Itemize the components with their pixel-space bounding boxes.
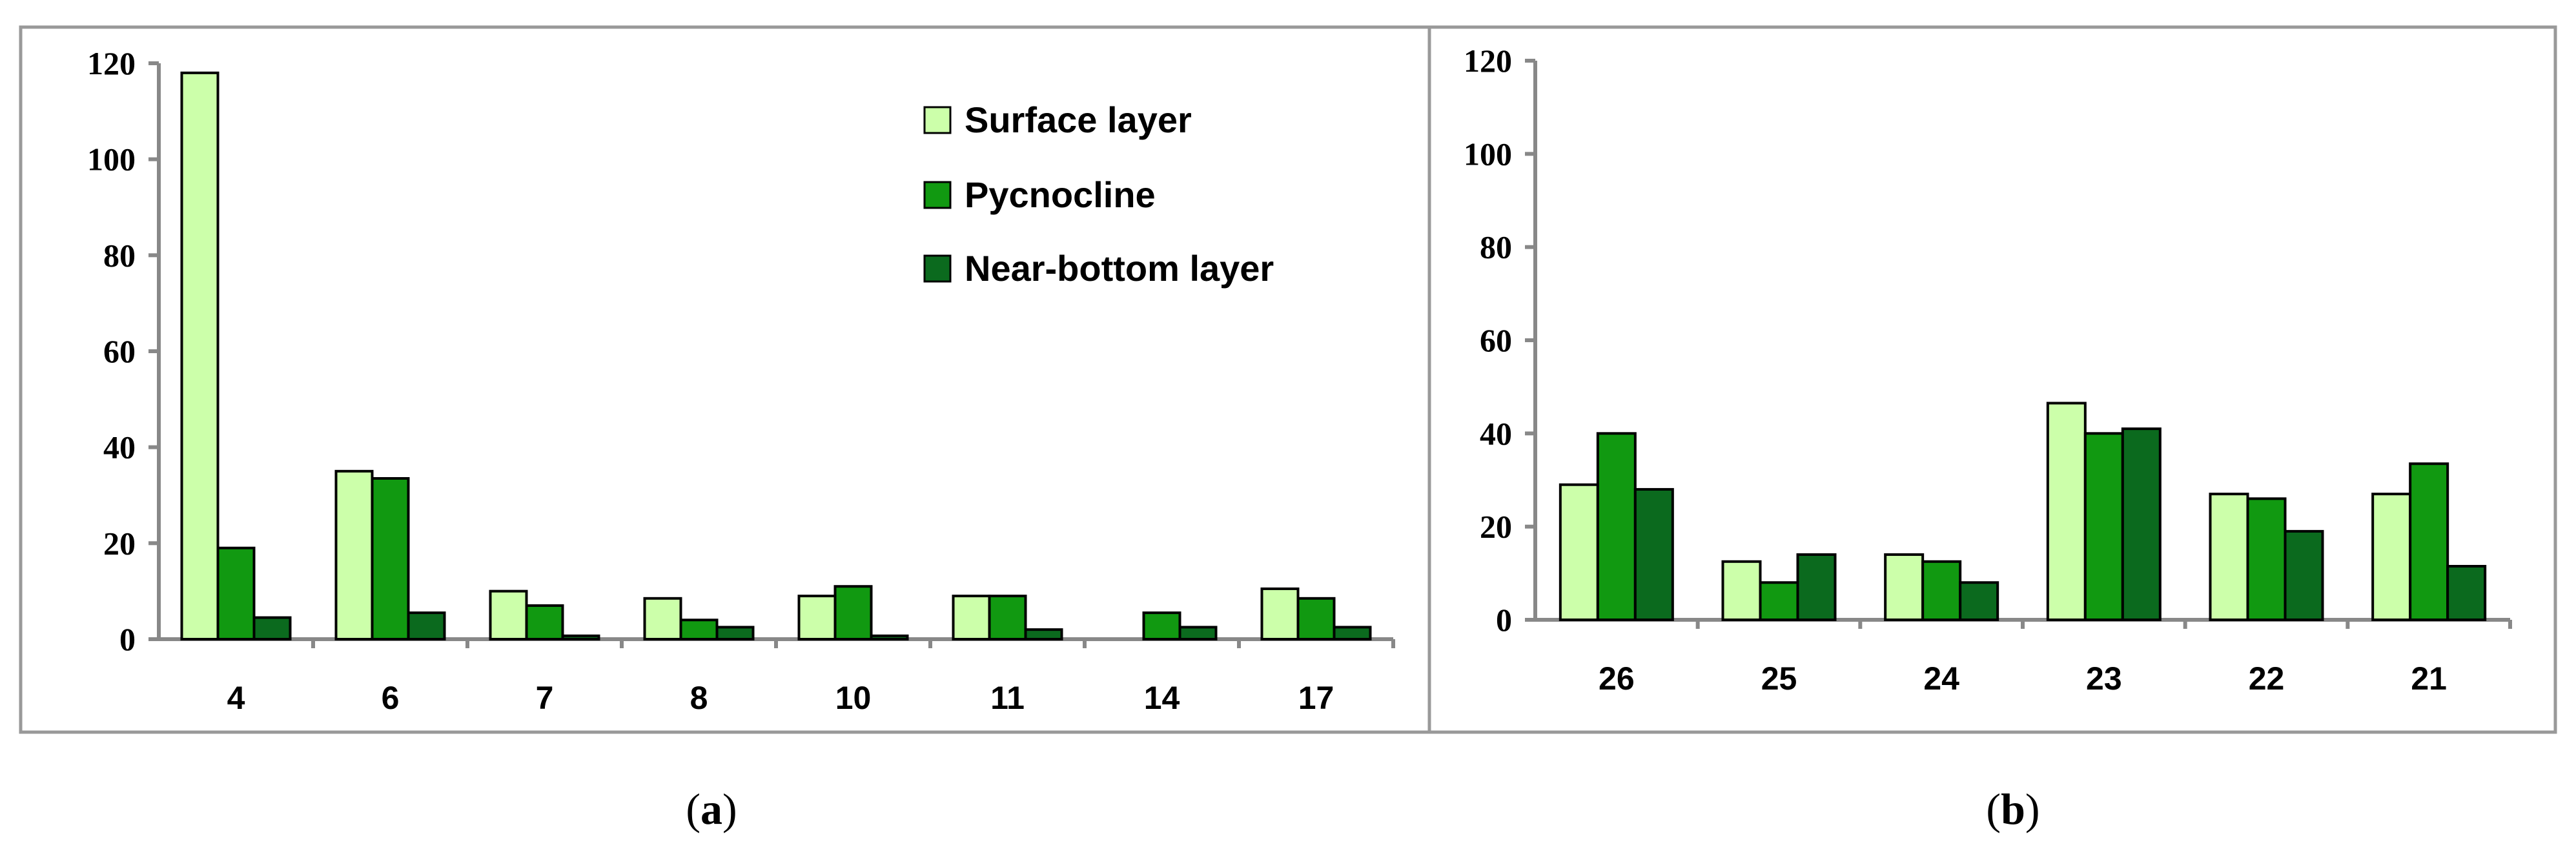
x-tick-label: 22	[2249, 660, 2285, 697]
bar-pycnocline-8	[679, 619, 719, 640]
y-tick-label: 40	[1480, 415, 1512, 451]
bar-pycnocline-11	[988, 595, 1027, 640]
legend-label-near-bottom: Near-bottom layer	[965, 248, 1274, 289]
x-tick-label: 11	[990, 680, 1025, 716]
bar-pycnocline-24	[1921, 560, 1962, 622]
y-tick-label: 100	[87, 141, 136, 178]
bar-surface-7	[489, 589, 528, 641]
bar-surface-25	[1721, 560, 1762, 622]
bar-pycnocline-14	[1142, 611, 1181, 640]
bar-surface-17	[1260, 587, 1300, 641]
y-tick-label: 60	[1480, 322, 1512, 358]
bar-pycnocline-22	[2246, 497, 2287, 621]
legend-label-surface: Surface layer	[965, 99, 1192, 140]
x-tick-label: 24	[1923, 660, 1959, 697]
x-tick-label: 8	[690, 680, 708, 716]
bar-near-bottom-10	[870, 634, 909, 641]
bar-pycnocline-25	[1759, 581, 1799, 621]
bar-near-bottom-7	[561, 634, 600, 641]
bar-surface-21	[2371, 493, 2412, 622]
y-tick-label: 20	[103, 525, 136, 561]
panel-b-x-tick-labels: 26 25 24 23 22 21	[1599, 660, 2447, 697]
x-tick-label: 25	[1761, 660, 1797, 697]
panel-b-bars	[1559, 402, 2487, 622]
panel-b-frame	[1427, 25, 2557, 734]
x-tick-label: 23	[2086, 660, 2122, 697]
bar-surface-6	[334, 469, 374, 640]
bar-surface-8	[643, 597, 682, 640]
bar-surface-11	[952, 595, 991, 640]
bar-surface-22	[2209, 493, 2249, 622]
x-tick-label: 7	[536, 680, 554, 716]
bar-pycnocline-7	[525, 604, 564, 641]
legend-swatch-pycnocline	[923, 181, 952, 209]
bar-pycnocline-23	[2083, 432, 2124, 621]
legend-swatch-surface	[923, 106, 952, 134]
x-tick-label: 17	[1298, 680, 1334, 716]
x-tick-label: 6	[382, 680, 400, 716]
panel-b-y-tick-labels: 0 20 40 60 80 100 120	[1464, 43, 1512, 638]
panel-b-label: (b)	[1986, 784, 2039, 834]
panel-b-axes	[1525, 59, 2512, 629]
bar-near-bottom-11	[1024, 628, 1063, 641]
y-tick-label: 0	[1496, 602, 1512, 638]
bar-pycnocline-26	[1596, 432, 1637, 621]
bar-pycnocline-17	[1296, 597, 1336, 640]
bar-surface-26	[1559, 483, 1599, 622]
y-tick-label: 120	[1464, 43, 1512, 79]
bar-pycnocline-6	[371, 476, 410, 640]
bar-near-bottom-22	[2284, 529, 2324, 622]
y-tick-label: 0	[119, 621, 136, 657]
chart-panel-a: 0 20 40 60 80 100 120 4 6 7 8 10 11 14 17 Surface lay…	[87, 45, 1395, 716]
panel-a-label: (a)	[686, 784, 737, 834]
y-tick-label: 80	[1480, 229, 1512, 265]
y-tick-label: 80	[103, 237, 136, 273]
x-tick-label: 14	[1144, 680, 1180, 716]
bar-pycnocline-4	[216, 546, 256, 640]
x-tick-label: 26	[1599, 660, 1635, 697]
bar-near-bottom-4	[252, 616, 292, 640]
bar-surface-24	[1884, 553, 1925, 622]
bar-surface-10	[797, 595, 837, 640]
x-tick-label: 4	[227, 680, 245, 716]
bar-pycnocline-10	[833, 585, 873, 641]
bar-near-bottom-6	[407, 611, 446, 640]
legend: Surface layer Pycnocline Near-bottom lay…	[923, 99, 1274, 289]
x-tick-label: 10	[835, 680, 872, 716]
legend-swatch-near-bottom	[923, 254, 952, 283]
legend-label-pycnocline: Pycnocline	[965, 174, 1156, 215]
bar-near-bottom-23	[2121, 427, 2162, 621]
bar-pycnocline-21	[2409, 462, 2449, 621]
panel-a-x-tick-labels: 4 6 7 8 10 11 14 17	[227, 680, 1334, 716]
chart-panel-b: 0 20 40 60 80 100 120 26 25 24 23 22 21	[1464, 43, 2512, 697]
y-tick-label: 100	[1464, 136, 1512, 172]
x-tick-label: 21	[2411, 660, 2447, 697]
bar-near-bottom-14	[1178, 626, 1218, 641]
y-tick-label: 40	[103, 429, 136, 465]
bar-surface-23	[2046, 402, 2087, 621]
bar-near-bottom-24	[1959, 581, 1999, 621]
bar-near-bottom-26	[1633, 487, 1674, 622]
panel-a-bars	[180, 71, 1372, 641]
bar-surface-4	[180, 71, 220, 641]
y-tick-label: 120	[87, 45, 136, 81]
y-tick-label: 60	[103, 333, 136, 369]
bar-near-bottom-17	[1333, 626, 1372, 641]
bar-near-bottom-21	[2446, 565, 2487, 622]
y-tick-label: 20	[1480, 509, 1512, 545]
bar-near-bottom-8	[715, 626, 755, 641]
bar-near-bottom-25	[1796, 553, 1837, 622]
panel-a-y-tick-labels: 0 20 40 60 80 100 120	[87, 45, 136, 657]
